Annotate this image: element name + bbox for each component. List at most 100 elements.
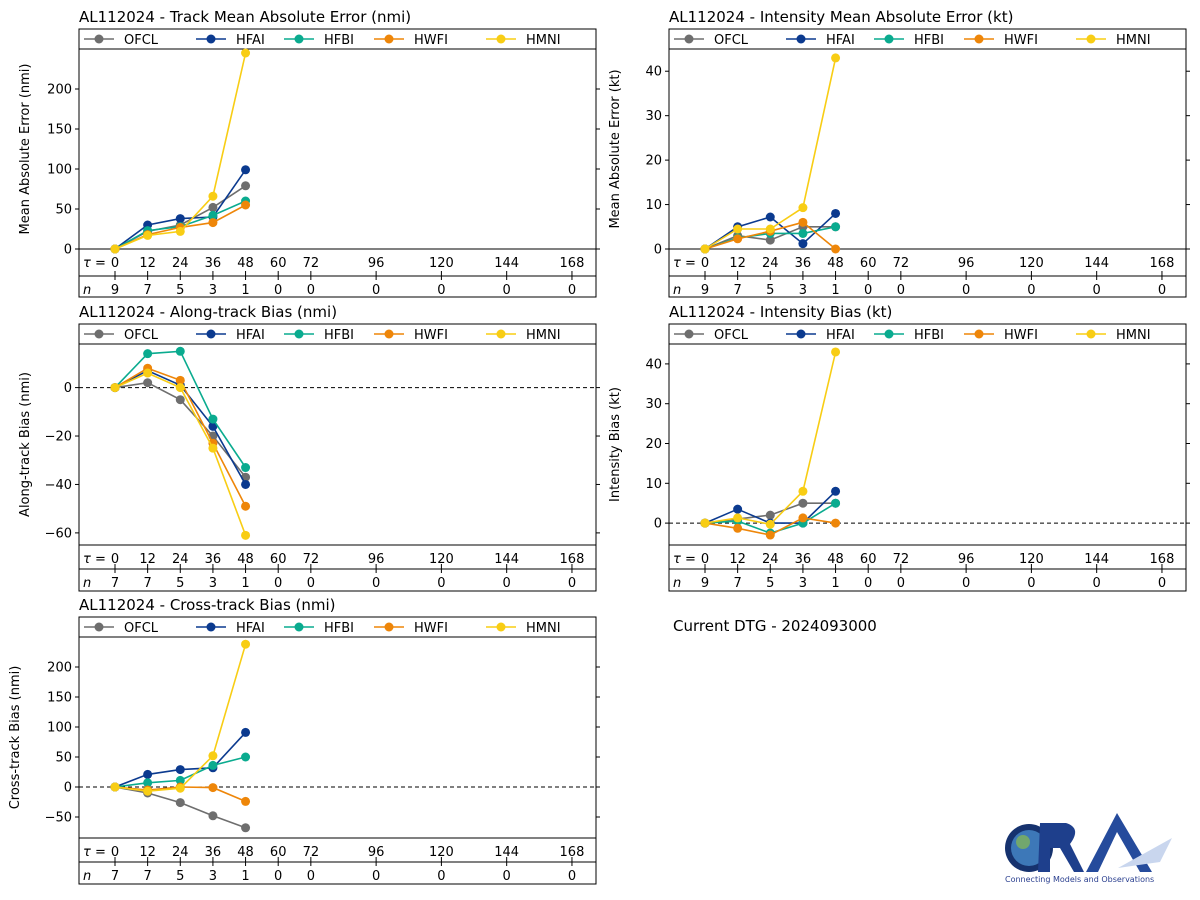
data-point-hwfi — [208, 783, 218, 793]
chart-title: AL112024 - Track Mean Absolute Error (nm… — [79, 8, 411, 26]
data-point-hfai — [765, 212, 775, 222]
data-point-hwfi — [733, 234, 743, 244]
data-point-hfbi — [241, 752, 251, 762]
legend-label-hmni: HMNI — [1116, 328, 1151, 343]
data-point-ofcl — [241, 823, 251, 833]
n-value: 5 — [766, 576, 774, 591]
y-axis-label: Along-track Bias (nmi) — [18, 372, 33, 517]
tau-tick-label: 0 — [111, 256, 119, 271]
tau-tick-label: 168 — [560, 256, 585, 271]
legend-label-ofcl: OFCL — [124, 621, 159, 636]
tau-tick-label: 60 — [270, 845, 287, 860]
data-point-hwfi — [241, 501, 251, 511]
logo-swoosh — [1118, 838, 1172, 868]
legend-label-hmni: HMNI — [526, 328, 561, 343]
data-point-hfbi — [798, 228, 808, 238]
n-value: 9 — [111, 283, 119, 298]
tau-tick-label: 36 — [205, 256, 222, 271]
axes-frame — [78, 616, 597, 885]
data-point-hmni — [241, 530, 251, 540]
tau-tick-label: 96 — [368, 256, 385, 271]
data-point-ofcl — [765, 510, 775, 520]
n-value: 3 — [209, 576, 217, 591]
n-value: 7 — [733, 283, 741, 298]
n-value: 0 — [568, 869, 576, 884]
legend-marker-hwfi — [384, 329, 394, 339]
n-value: 0 — [568, 283, 576, 298]
legend-marker-hfbi — [884, 329, 894, 339]
legend-label-hfbi: HFBI — [324, 621, 354, 636]
n-value: 3 — [799, 576, 807, 591]
data-point-hmni — [831, 347, 841, 357]
legend-marker-hfbi — [294, 329, 304, 339]
legend-marker-ofcl — [94, 622, 104, 632]
tau-tick-label: 96 — [958, 552, 975, 567]
tau-tick-label: 120 — [429, 845, 454, 860]
y-tick-label: 100 — [47, 721, 72, 736]
tau-tick-label: 12 — [139, 552, 156, 567]
n-value: 1 — [831, 283, 839, 298]
tau-tick-label: 168 — [560, 845, 585, 860]
n-value: 5 — [766, 283, 774, 298]
data-point-hfbi — [175, 346, 185, 356]
data-point-hmni — [175, 783, 185, 793]
n-value: 0 — [1027, 283, 1035, 298]
n-value: 0 — [372, 869, 380, 884]
current-dtg-label: Current DTG - 2024093000 — [673, 617, 877, 635]
legend-label-hfai: HFAI — [236, 621, 265, 636]
n-label: n — [83, 283, 91, 298]
tau-tick-label: 72 — [303, 552, 320, 567]
legend-label-ofcl: OFCL — [124, 328, 159, 343]
legend-label-hfai: HFAI — [826, 328, 855, 343]
y-tick-label: 10 — [645, 198, 662, 213]
tau-tick-label: 144 — [494, 552, 519, 567]
tau-tick-label: 0 — [701, 256, 709, 271]
data-point-ofcl — [798, 498, 808, 508]
n-value: 0 — [503, 283, 511, 298]
data-point-hfai — [175, 214, 185, 224]
n-value: 3 — [799, 283, 807, 298]
y-tick-label: 0 — [654, 517, 662, 532]
tau-tick-label: 48 — [237, 552, 254, 567]
data-point-hfbi — [175, 775, 185, 785]
y-axis-label: Intensity Bias (kt) — [608, 387, 623, 502]
data-point-hmni — [208, 191, 218, 201]
data-point-hfbi — [208, 414, 218, 424]
n-value: 0 — [1027, 576, 1035, 591]
n-value: 7 — [143, 576, 151, 591]
legend-marker-hwfi — [974, 329, 984, 339]
logo-subtitle: Connecting Models and Observations — [1005, 875, 1154, 884]
n-value: 0 — [962, 283, 970, 298]
tau-label: τ = — [83, 256, 106, 271]
n-value: 0 — [1093, 576, 1101, 591]
axes-frame — [78, 323, 597, 592]
legend-marker-hfbi — [294, 622, 304, 632]
tau-tick-label: 12 — [139, 256, 156, 271]
data-point-hfai — [143, 769, 153, 779]
data-point-hmni — [798, 203, 808, 213]
tau-label: τ = — [83, 552, 106, 567]
legend-label-hwfi: HWFI — [1004, 33, 1038, 48]
legend-marker-hfai — [206, 329, 216, 339]
tau-tick-label: 36 — [205, 845, 222, 860]
tau-tick-label: 60 — [860, 256, 877, 271]
data-point-hfai — [831, 486, 841, 496]
y-tick-label: 200 — [47, 83, 72, 98]
tau-tick-label: 144 — [494, 845, 519, 860]
tau-tick-label: 168 — [1150, 256, 1175, 271]
chart-title: AL112024 - Cross-track Bias (nmi) — [79, 596, 336, 614]
data-point-hwfi — [208, 218, 218, 228]
n-value: 7 — [143, 869, 151, 884]
data-point-ofcl — [175, 395, 185, 405]
tau-tick-label: 24 — [762, 256, 779, 271]
data-point-hmni — [733, 224, 743, 234]
panel-intbias: AL112024 - Intensity Bias (kt) OFCL HFAI HF… — [608, 303, 1190, 592]
legend-label-hmni: HMNI — [1116, 33, 1151, 48]
n-value: 0 — [503, 869, 511, 884]
y-axis-label: Cross-track Bias (nmi) — [8, 666, 23, 810]
legend-label-hfbi: HFBI — [914, 33, 944, 48]
n-value: 0 — [437, 576, 445, 591]
data-point-hfbi — [143, 778, 153, 788]
y-tick-label: 30 — [645, 397, 662, 412]
legend-marker-hmni — [496, 622, 506, 632]
